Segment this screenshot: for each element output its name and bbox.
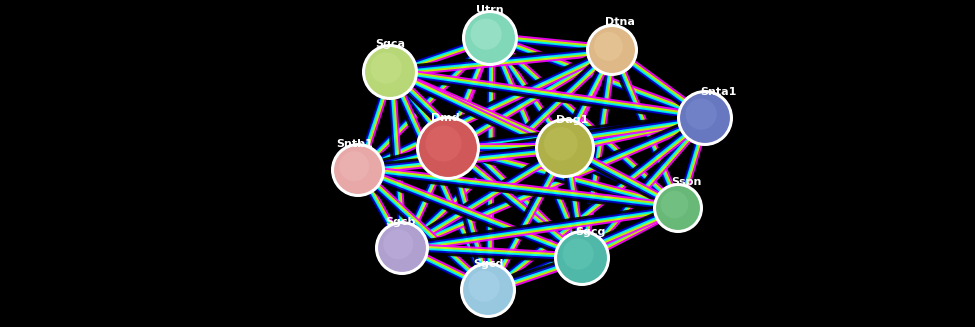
Circle shape — [416, 116, 480, 180]
Text: Sspn: Sspn — [671, 177, 701, 187]
Circle shape — [544, 127, 577, 161]
Circle shape — [418, 118, 478, 178]
Circle shape — [377, 223, 427, 273]
Circle shape — [364, 46, 416, 98]
Circle shape — [375, 221, 429, 275]
Circle shape — [661, 191, 688, 218]
Circle shape — [462, 10, 518, 66]
Text: Sgca: Sgca — [375, 39, 405, 49]
Circle shape — [462, 264, 514, 316]
Circle shape — [333, 145, 383, 195]
Circle shape — [594, 32, 623, 61]
Circle shape — [331, 143, 385, 197]
Text: Sgcd: Sgcd — [473, 259, 503, 269]
Circle shape — [653, 183, 703, 233]
Circle shape — [469, 270, 500, 302]
Circle shape — [655, 185, 701, 231]
Circle shape — [383, 229, 413, 259]
Text: Sntb1: Sntb1 — [336, 139, 373, 149]
Circle shape — [339, 151, 370, 181]
Text: Dtna: Dtna — [605, 17, 635, 27]
Circle shape — [685, 98, 717, 130]
Text: Sgcb: Sgcb — [385, 217, 415, 227]
Text: Snta1: Snta1 — [700, 87, 736, 97]
Circle shape — [679, 92, 731, 144]
Circle shape — [586, 24, 638, 76]
Circle shape — [362, 44, 418, 100]
Circle shape — [537, 120, 593, 176]
Circle shape — [464, 12, 516, 64]
Circle shape — [370, 53, 402, 84]
Circle shape — [677, 90, 733, 146]
Circle shape — [563, 238, 594, 270]
Text: Sgcg: Sgcg — [575, 227, 605, 237]
Text: Utrn: Utrn — [476, 5, 504, 15]
Circle shape — [425, 126, 461, 162]
Circle shape — [471, 19, 502, 50]
Circle shape — [535, 118, 595, 178]
Circle shape — [588, 26, 636, 74]
Circle shape — [556, 232, 608, 284]
Text: Dmd: Dmd — [431, 113, 459, 123]
Text: Dag1: Dag1 — [556, 115, 588, 125]
Circle shape — [460, 262, 516, 318]
Circle shape — [554, 230, 610, 286]
